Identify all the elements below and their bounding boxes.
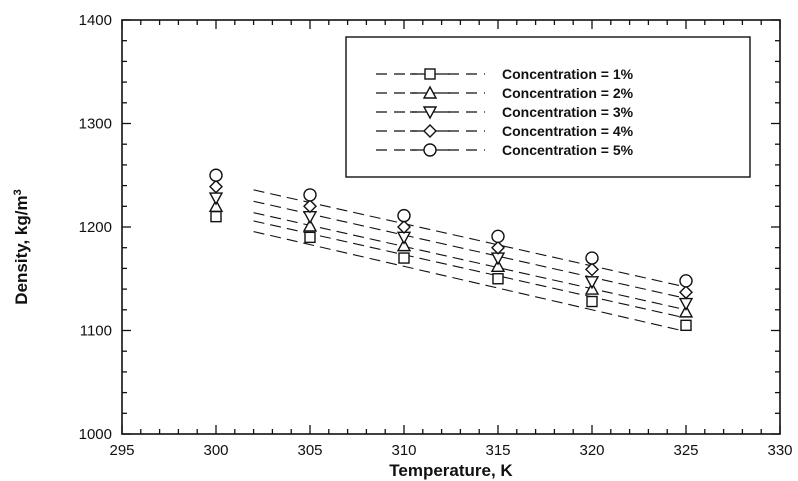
circle-marker (303, 188, 317, 202)
triangle-up-marker (490, 258, 506, 273)
trend-lines-layer (253, 189, 683, 332)
triangle-down-marker (490, 252, 506, 266)
triangle-down-marker (396, 231, 412, 245)
square-marker (398, 252, 410, 264)
square-marker (304, 231, 316, 244)
x-tick-label: 295 (109, 442, 134, 459)
y-tick-label: 1000 (79, 426, 112, 443)
series-1-trend-line (253, 231, 683, 332)
square-marker (680, 319, 692, 332)
triangle-up-marker (208, 198, 224, 213)
x-tick-label: 325 (673, 442, 698, 459)
series-4-trend-line (253, 200, 683, 299)
legend-label: Concentration = 3% (502, 104, 634, 120)
triangle-up-marker (396, 238, 412, 252)
square-marker (210, 210, 222, 223)
triangle-up-marker (678, 304, 694, 318)
legend-items: Concentration = 1% Concentration = 2% Conc… (376, 66, 634, 158)
legend-label: Concentration = 1% (502, 66, 634, 82)
square-marker (586, 295, 598, 308)
x-tick-label: 305 (297, 442, 322, 459)
y-tick-label: 1400 (79, 12, 112, 29)
diamond-marker (209, 179, 223, 194)
diamond-marker (585, 262, 599, 277)
y-axis-title: Density, kg/m3 (12, 189, 31, 304)
plot-frame (121, 19, 781, 435)
triangle-up-marker (422, 85, 438, 99)
series-5-trend-line (253, 189, 683, 287)
circle-marker (585, 251, 599, 265)
x-tick-label: 330 (767, 442, 792, 459)
square-marker (424, 68, 436, 80)
y-tick-label: 1100 (80, 323, 112, 340)
series-2-trend-line (253, 220, 683, 318)
legend-item: Concentration = 1% (376, 66, 634, 82)
x-tick-label: 315 (485, 442, 510, 459)
y-tick-label: 1300 (79, 116, 112, 133)
triangle-down-marker (422, 106, 438, 120)
legend-item: Concentration = 4% (376, 123, 634, 139)
legend-label: Concentration = 2% (502, 85, 634, 101)
triangle-down-marker (208, 192, 224, 206)
square-marker (492, 273, 504, 285)
x-tick-label: 310 (391, 442, 416, 459)
circle-marker (679, 274, 693, 288)
legend-label: Concentration = 4% (502, 123, 634, 139)
legend-label: Concentration = 5% (502, 142, 634, 158)
triangle-up-marker (302, 218, 318, 232)
diamond-marker (423, 124, 437, 138)
series-3-trend-line (253, 212, 683, 310)
ticks-layer: 295 300 305 310 315 320 325 330 1000 1100 1200 1300… (79, 12, 793, 459)
circle-marker (397, 208, 411, 223)
diamond-marker (679, 285, 693, 300)
legend: Concentration = 1% Concentration = 2% Conc… (345, 36, 751, 178)
x-tick-label: 300 (203, 442, 228, 459)
circle-marker (491, 229, 505, 244)
diamond-marker (397, 220, 411, 234)
circle-marker (423, 143, 437, 157)
diamond-marker (303, 199, 317, 214)
legend-box (345, 36, 751, 178)
legend-item: Concentration = 2% (376, 85, 634, 101)
legend-item: Concentration = 5% (376, 142, 634, 158)
y-axis-title-superscript: 3 (12, 189, 24, 195)
legend-item: Concentration = 3% (376, 104, 634, 120)
x-tick-label: 320 (579, 442, 604, 459)
y-tick-label: 1200 (79, 219, 112, 236)
triangle-down-marker (678, 297, 694, 312)
markers-layer (208, 168, 694, 332)
triangle-down-marker (302, 210, 318, 225)
circle-marker (209, 168, 223, 182)
y-axis-title-main: Density, kg/m (12, 195, 31, 304)
triangle-down-marker (584, 276, 600, 290)
x-axis-title: Temperature, K (389, 461, 513, 480)
diamond-marker (491, 240, 505, 255)
